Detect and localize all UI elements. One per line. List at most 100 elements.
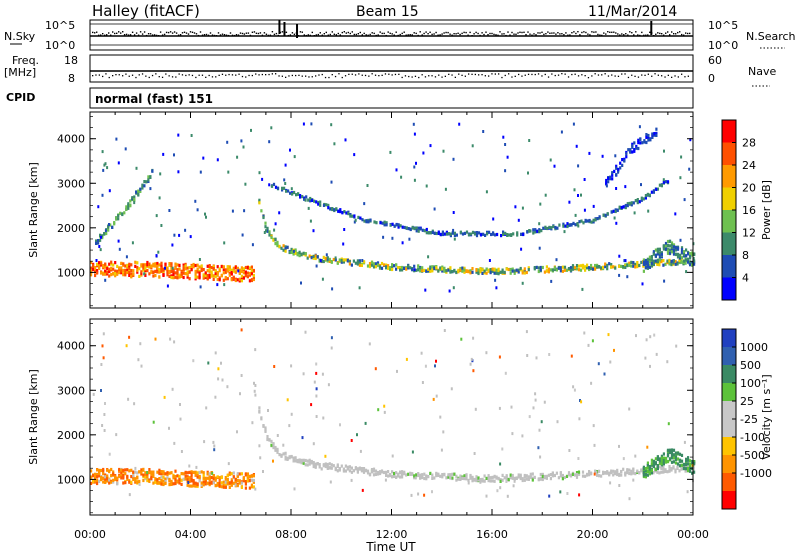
echo-cell xyxy=(327,203,330,207)
echo-cell xyxy=(364,469,368,473)
echo-cell xyxy=(138,483,141,486)
echo-cell xyxy=(594,218,597,222)
echo-cell xyxy=(427,267,430,271)
echo-cell xyxy=(244,265,247,270)
echo-cell xyxy=(674,252,678,256)
echo-cell xyxy=(104,477,107,481)
nave-point xyxy=(265,74,267,76)
echo-cell xyxy=(658,258,661,262)
echo-cell xyxy=(444,187,447,191)
nsky-point xyxy=(523,31,525,33)
echo-cell xyxy=(230,483,233,487)
echo-cell xyxy=(164,481,167,485)
echo-cell xyxy=(152,270,155,274)
echo-cell xyxy=(322,204,325,207)
echo-cell xyxy=(501,478,504,482)
echo-cell xyxy=(246,266,249,270)
echo-cell xyxy=(115,137,118,141)
echo-cell xyxy=(112,267,115,271)
echo-cell xyxy=(108,478,111,482)
echo-cell xyxy=(282,443,285,447)
echo-cell xyxy=(393,471,396,476)
echo-cell xyxy=(368,472,372,476)
colorbar-segment xyxy=(722,165,736,188)
echo-cell xyxy=(664,244,668,248)
echo-cell xyxy=(90,260,93,265)
echo-cell xyxy=(336,261,339,265)
echo-cell xyxy=(189,235,192,239)
echo-cell xyxy=(613,169,616,173)
nsky-point xyxy=(481,32,483,34)
echo-cell xyxy=(156,264,159,268)
echo-cell xyxy=(485,494,488,498)
echo-cell xyxy=(678,464,682,468)
echo-cell xyxy=(152,470,155,475)
echo-cell xyxy=(160,224,163,227)
echo-cell xyxy=(142,478,145,483)
echo-cell xyxy=(611,177,614,181)
echo-cell xyxy=(240,266,243,270)
echo-cell xyxy=(598,215,601,219)
echo-cell xyxy=(186,471,189,475)
echo-cell xyxy=(130,263,133,267)
echo-cell xyxy=(437,230,440,234)
echo-cell xyxy=(102,168,105,172)
echo-cell xyxy=(590,381,593,385)
echo-cell xyxy=(236,472,239,476)
colorbar-segment xyxy=(722,419,736,437)
echo-cell xyxy=(442,430,445,434)
echo-cell xyxy=(176,479,179,483)
echo-cell xyxy=(577,470,581,474)
echo-cell xyxy=(489,268,492,272)
echo-cell xyxy=(606,263,609,267)
echo-cell xyxy=(144,263,147,267)
echo-cell xyxy=(652,250,655,254)
echo-cell xyxy=(202,471,205,475)
echo-cell xyxy=(461,476,464,480)
echo-cell xyxy=(460,337,463,341)
echo-cell xyxy=(632,264,635,268)
echo-cell xyxy=(658,260,661,264)
echo-cell xyxy=(517,475,520,479)
echo-cell xyxy=(583,178,586,181)
echo-cell xyxy=(563,268,567,272)
echo-cell xyxy=(224,483,227,487)
echo-cell xyxy=(100,271,103,275)
echo-cell xyxy=(504,371,507,375)
echo-cell xyxy=(359,216,362,220)
echo-cell xyxy=(549,158,552,162)
echo-cell xyxy=(494,233,497,237)
echo-cell xyxy=(471,230,475,234)
echo-cell xyxy=(497,272,500,276)
nave-point xyxy=(275,73,277,75)
echo-cell xyxy=(102,472,105,476)
echo-cell xyxy=(455,474,458,478)
echo-cell xyxy=(383,223,386,227)
echo-cell xyxy=(447,475,450,479)
nave-point xyxy=(151,74,154,77)
echo-cell xyxy=(490,232,493,237)
echo-cell xyxy=(609,481,612,485)
echo-cell xyxy=(101,236,104,240)
echo-cell xyxy=(101,234,104,238)
echo-cell xyxy=(162,475,165,479)
echo-cell xyxy=(102,332,105,336)
echo-cell xyxy=(647,136,650,140)
echo-cell xyxy=(95,239,98,243)
nsky-point xyxy=(351,31,353,33)
echo-cell xyxy=(581,266,585,270)
echo-cell xyxy=(536,229,539,233)
echo-cell xyxy=(662,263,665,267)
echo-cell xyxy=(660,454,663,458)
echo-cell xyxy=(139,187,142,191)
echo-cell xyxy=(374,265,378,269)
echo-cell xyxy=(660,255,663,259)
echo-cell xyxy=(459,230,462,234)
echo-cell xyxy=(174,478,177,482)
echo-cell xyxy=(658,465,661,469)
echo-cell xyxy=(516,231,519,235)
echo-cell xyxy=(287,189,290,193)
echo-cell xyxy=(409,471,412,475)
echo-cell xyxy=(578,220,581,224)
echo-cell xyxy=(515,476,518,480)
